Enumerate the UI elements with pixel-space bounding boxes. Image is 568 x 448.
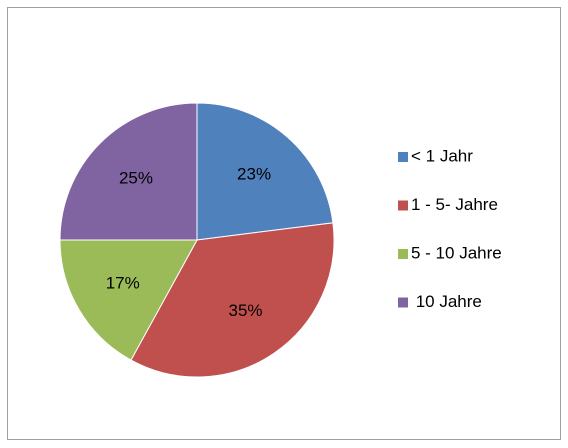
pie-slice — [59, 239, 198, 361]
pie-slice — [59, 102, 198, 241]
legend-swatch — [398, 200, 408, 211]
data-label: 35% — [228, 301, 262, 320]
legend-swatch — [398, 297, 408, 308]
data-label: 23% — [237, 165, 271, 184]
legend-label: 5 - 10 Jahre — [411, 243, 502, 262]
data-label: 25% — [119, 168, 153, 187]
pie-slice — [130, 222, 335, 378]
legend-label: 10 Jahre — [411, 292, 482, 311]
legend-swatch — [398, 152, 408, 162]
data-label: 17% — [106, 273, 140, 292]
pie-slice — [196, 102, 334, 241]
legend-label: < 1 Jahr — [411, 146, 473, 165]
legend-label: 1 - 5- Jahre — [411, 195, 498, 214]
legend-swatch — [398, 249, 408, 259]
